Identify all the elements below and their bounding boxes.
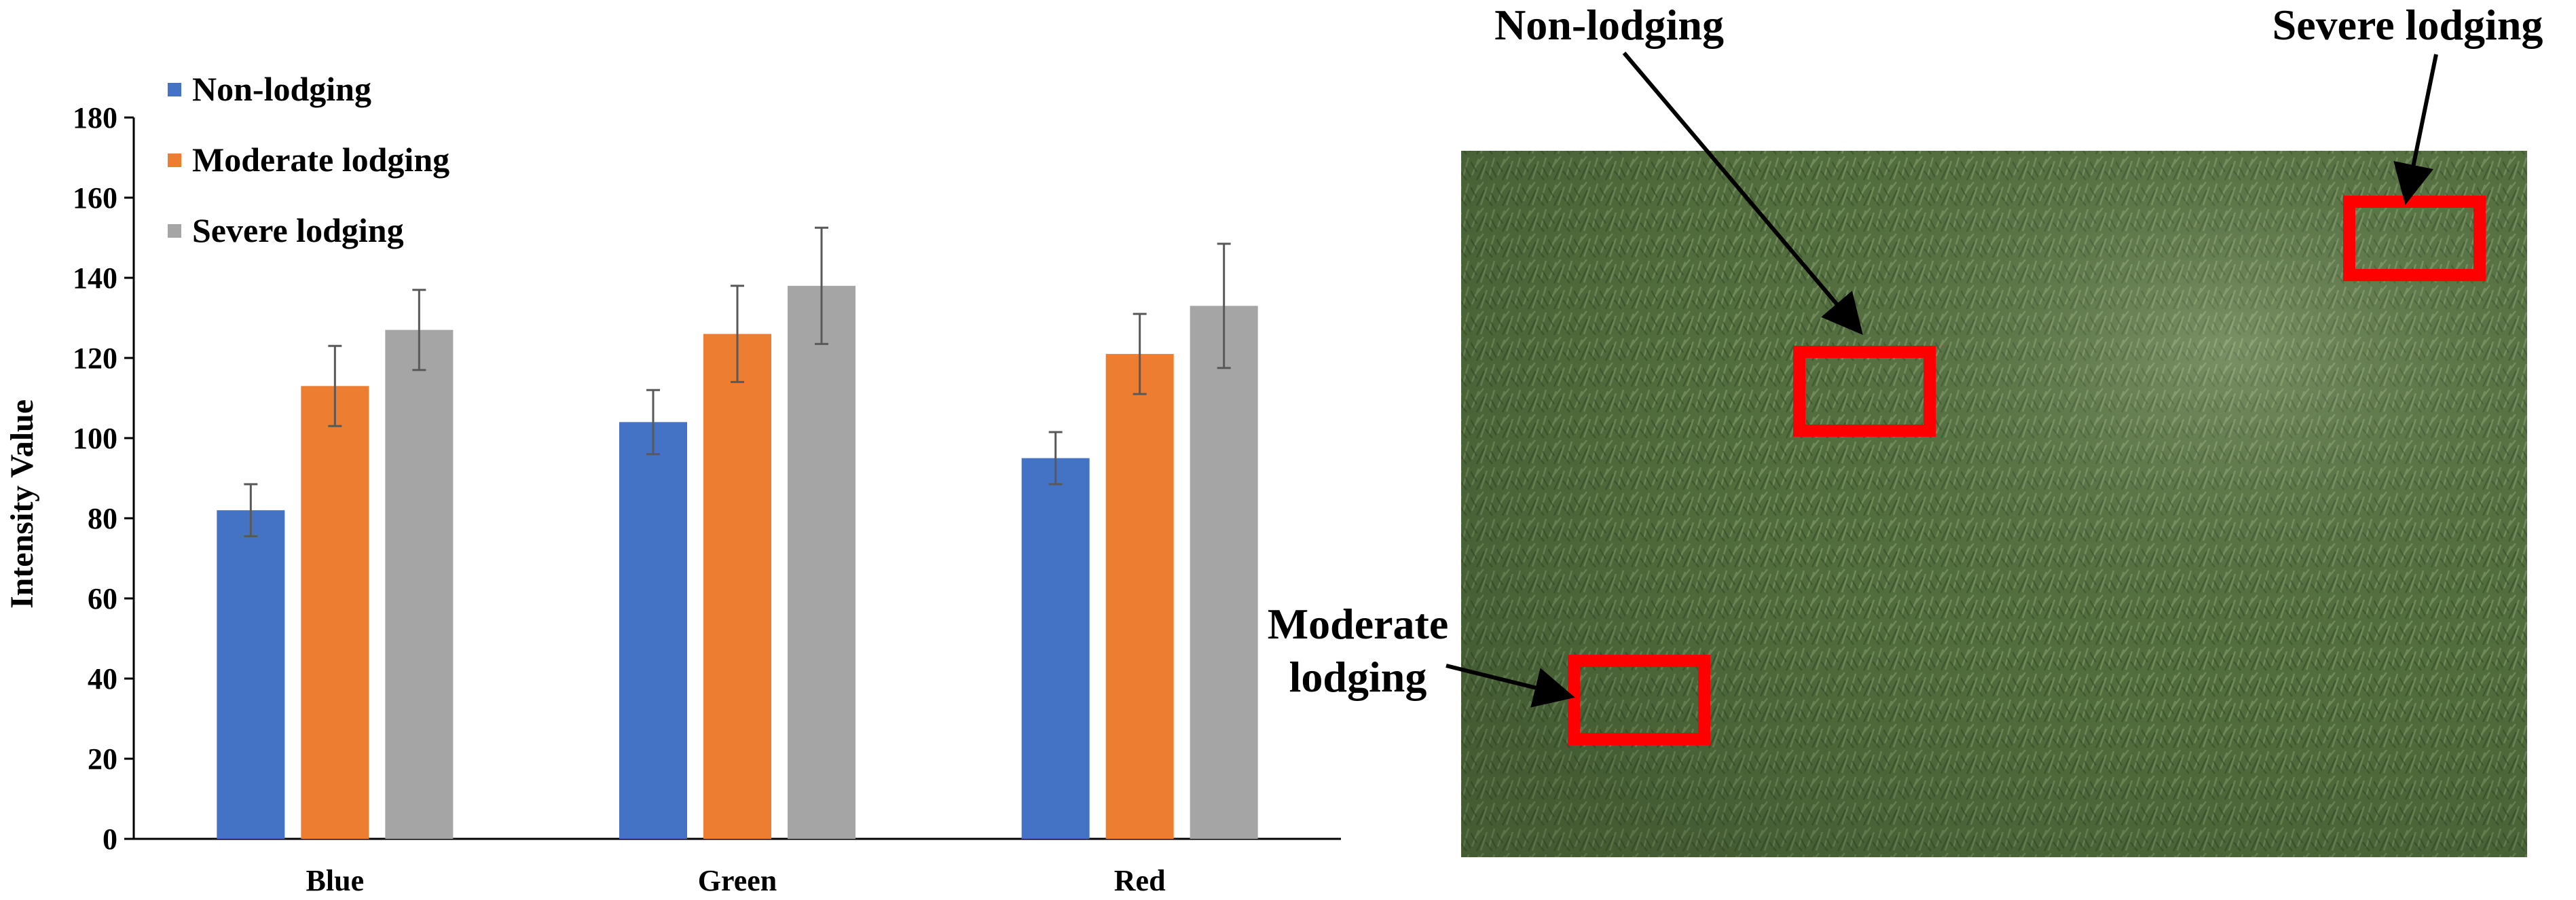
y-tick-label: 80 xyxy=(88,502,117,535)
bar-chart: 0 20 40 60 80 100 120 140 160 180 Blue Green Red No… xyxy=(4,70,1341,897)
legend-swatch xyxy=(168,154,181,167)
legend-swatch xyxy=(168,224,181,238)
legend-label: Moderate lodging xyxy=(192,141,449,179)
y-axis-ticks: 0 20 40 60 80 100 120 140 160 180 xyxy=(73,101,134,856)
y-tick-label: 120 xyxy=(73,342,117,375)
bars xyxy=(217,285,1258,840)
bar xyxy=(385,329,454,839)
moderate-lodging-arrow xyxy=(1446,664,1575,708)
moderate-lodging-label-line2: lodging xyxy=(1289,653,1427,701)
moderate-lodging-label-line1: Moderate xyxy=(1268,600,1449,648)
bar xyxy=(619,422,687,839)
y-tick-label: 20 xyxy=(88,742,117,776)
y-tick-label: 40 xyxy=(88,662,117,696)
severe-lodging-label: Severe lodging xyxy=(2273,1,2543,49)
legend-label: Severe lodging xyxy=(192,211,404,249)
bar xyxy=(703,334,771,840)
y-tick-label: 60 xyxy=(88,582,117,615)
aerial-field-photo: Non-lodging Severe lodging Moderate lodg… xyxy=(1268,1,2543,857)
bar xyxy=(788,285,855,839)
non-lodging-marker xyxy=(1793,346,1936,437)
legend: Non-lodging Moderate lodging Severe lodgin… xyxy=(168,70,449,249)
legend-label: Non-lodging xyxy=(192,70,371,108)
y-tick-label: 180 xyxy=(73,101,117,134)
x-tick-label: Blue xyxy=(306,864,365,897)
severe-lodging-arrow xyxy=(2393,54,2438,205)
legend-swatch xyxy=(168,83,181,96)
x-tick-label: Green xyxy=(698,864,777,897)
x-tick-label: Red xyxy=(1114,864,1166,897)
photo-shading xyxy=(1461,151,2527,857)
y-tick-label: 100 xyxy=(73,422,117,455)
bar xyxy=(1105,354,1174,839)
y-axis-label: Intensity Value xyxy=(4,399,40,609)
non-lodging-label: Non-lodging xyxy=(1494,1,1724,49)
y-tick-label: 140 xyxy=(73,262,117,295)
bar xyxy=(1021,458,1090,839)
non-lodging-arrow xyxy=(1622,52,1863,336)
bar xyxy=(1190,306,1258,839)
y-tick-label: 0 xyxy=(103,823,117,856)
bar xyxy=(301,386,369,839)
error-bars xyxy=(244,226,1231,538)
x-axis-ticks: Blue Green Red xyxy=(306,864,1166,897)
y-tick-label: 160 xyxy=(73,181,117,215)
bar xyxy=(217,510,285,839)
